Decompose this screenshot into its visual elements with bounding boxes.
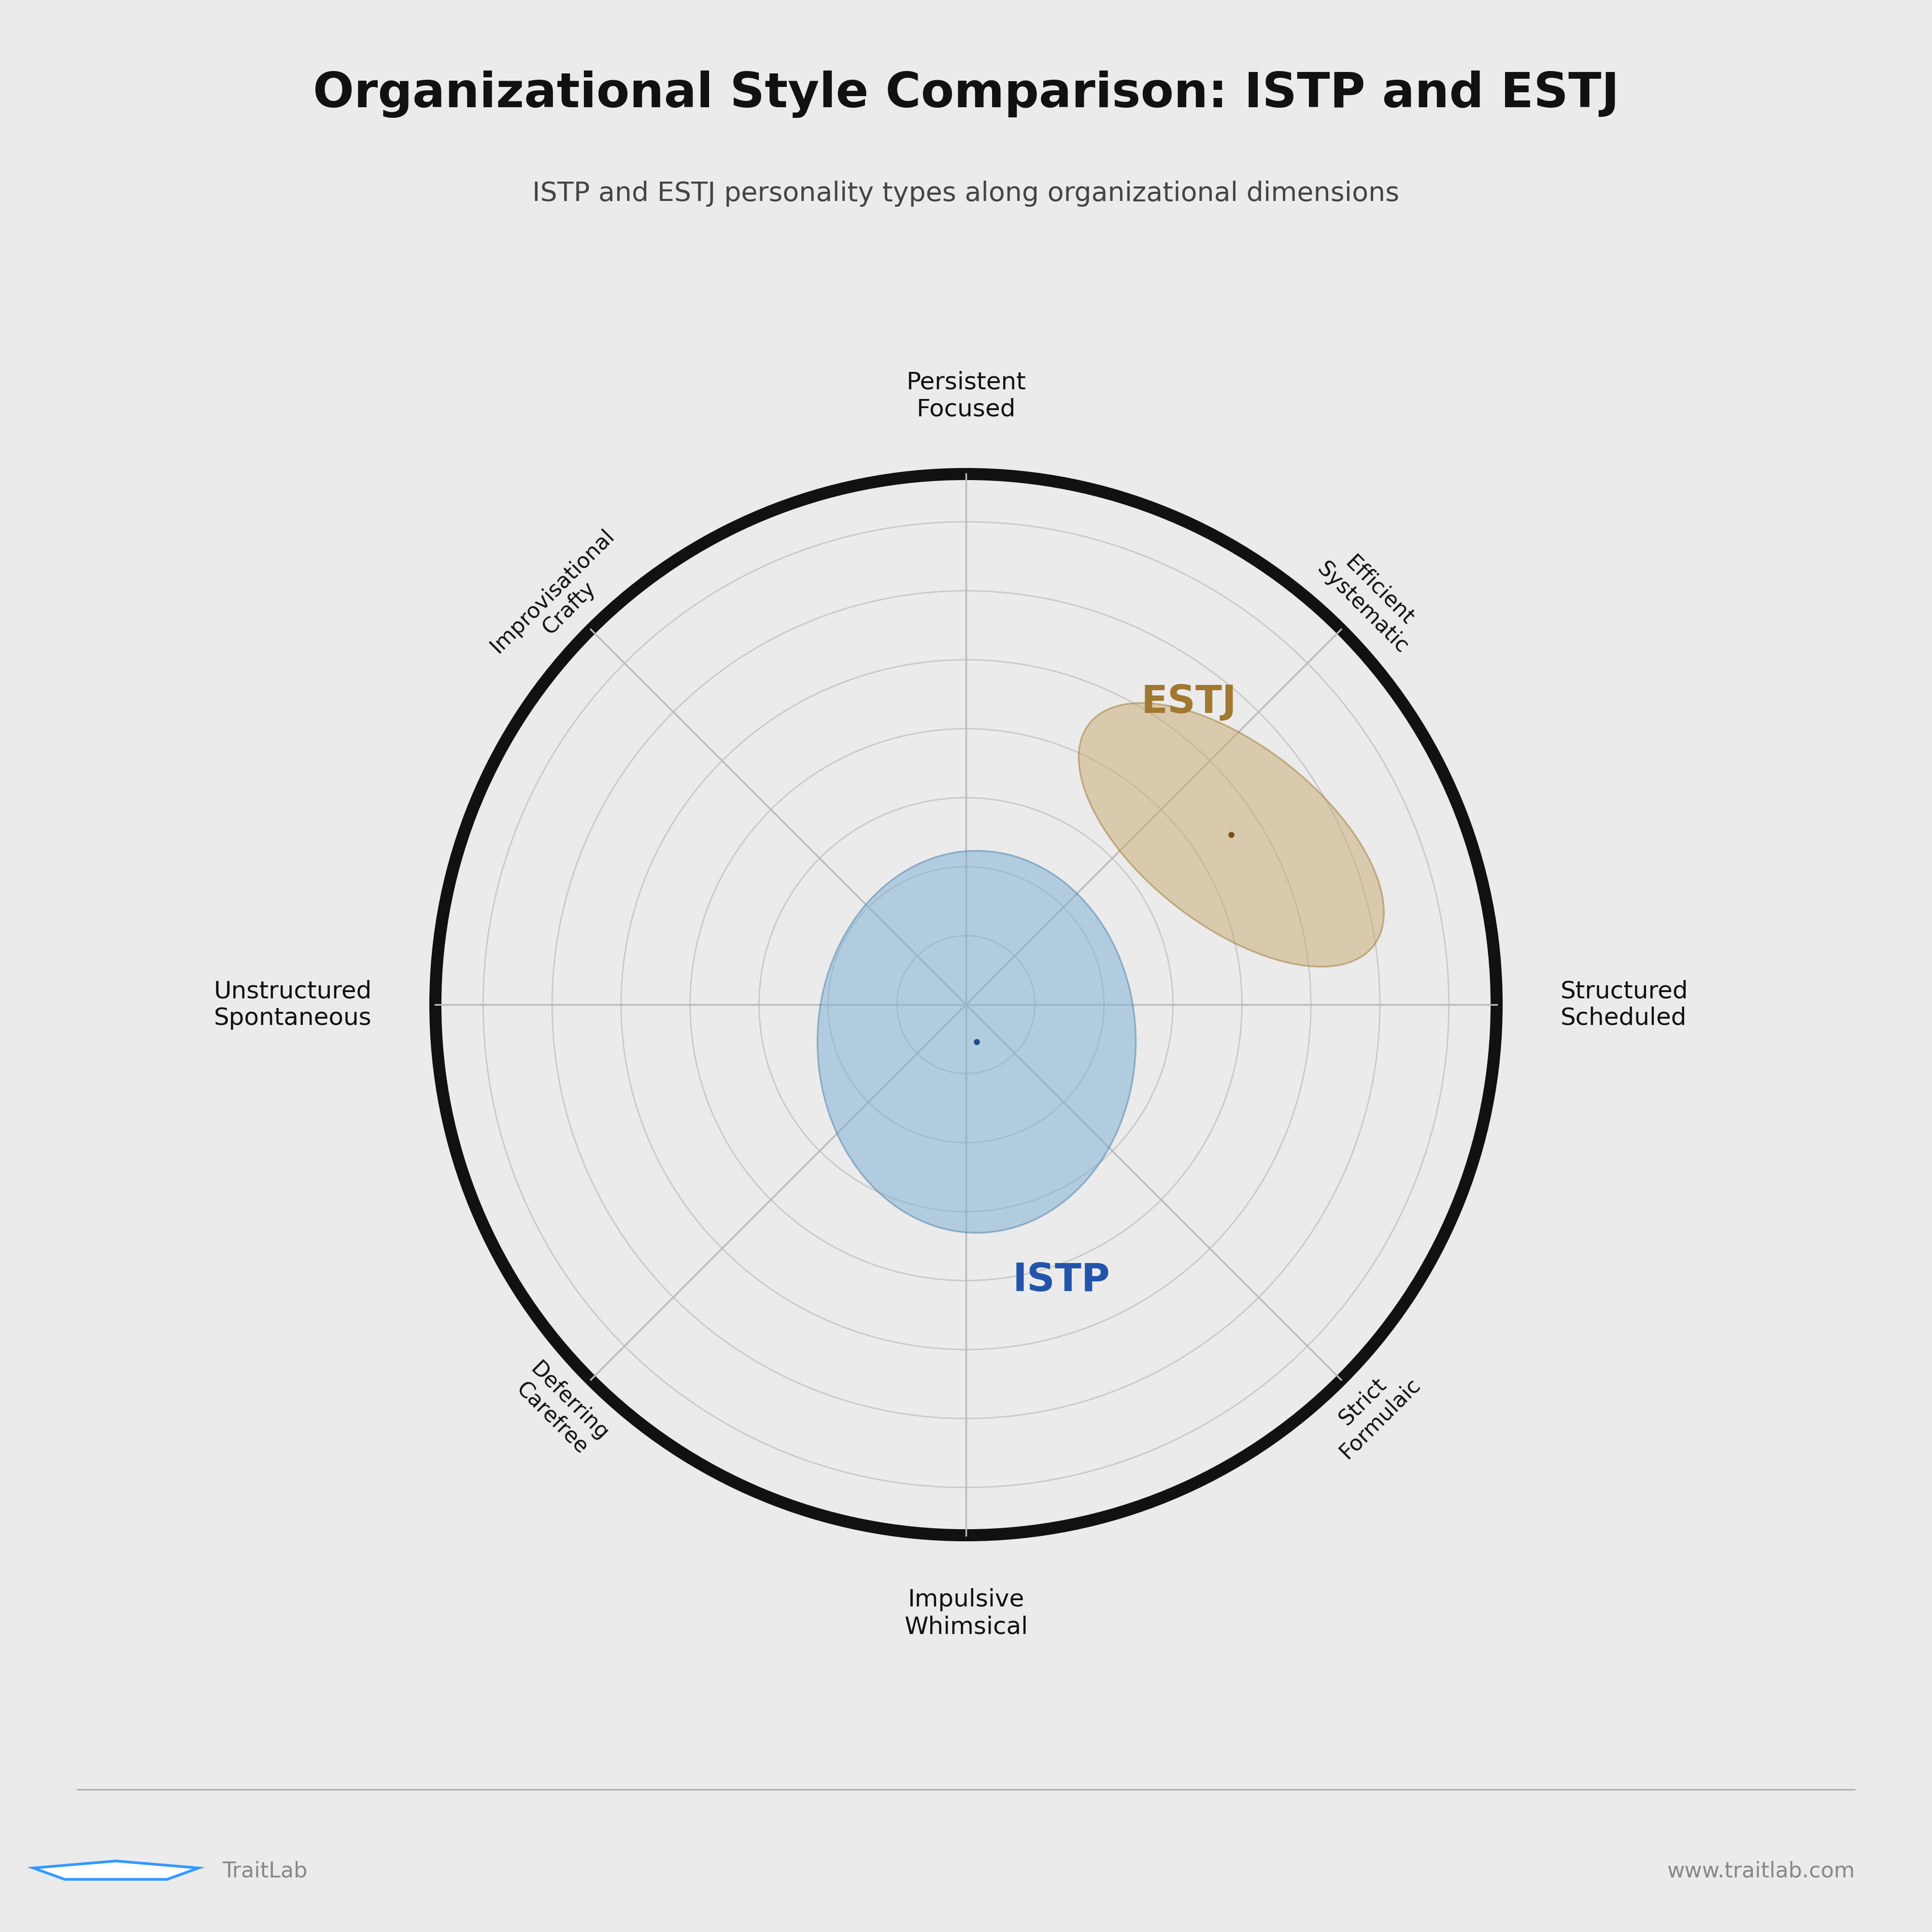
- Text: ISTP: ISTP: [1012, 1262, 1111, 1300]
- Polygon shape: [33, 1861, 199, 1880]
- Text: Efficient
Systematic: Efficient Systematic: [1314, 541, 1430, 657]
- Text: TraitLab: TraitLab: [222, 1861, 307, 1882]
- Text: ISTP and ESTJ personality types along organizational dimensions: ISTP and ESTJ personality types along or…: [533, 182, 1399, 207]
- Text: Deferring
Carefree: Deferring Carefree: [510, 1358, 612, 1461]
- Text: Impulsive
Whimsical: Impulsive Whimsical: [904, 1588, 1028, 1638]
- Ellipse shape: [1078, 703, 1383, 966]
- Text: Strict
Formulaic: Strict Formulaic: [1318, 1356, 1424, 1463]
- Text: Improvisational
Crafty: Improvisational Crafty: [487, 526, 636, 674]
- Text: Structured
Scheduled: Structured Scheduled: [1561, 980, 1689, 1030]
- Ellipse shape: [817, 850, 1136, 1233]
- Text: ESTJ: ESTJ: [1142, 684, 1236, 721]
- Text: Persistent
Focused: Persistent Focused: [906, 371, 1026, 421]
- Text: Organizational Style Comparison: ISTP and ESTJ: Organizational Style Comparison: ISTP an…: [313, 70, 1619, 118]
- Text: Unstructured
Spontaneous: Unstructured Spontaneous: [214, 980, 371, 1030]
- Text: www.traitlab.com: www.traitlab.com: [1667, 1861, 1855, 1882]
